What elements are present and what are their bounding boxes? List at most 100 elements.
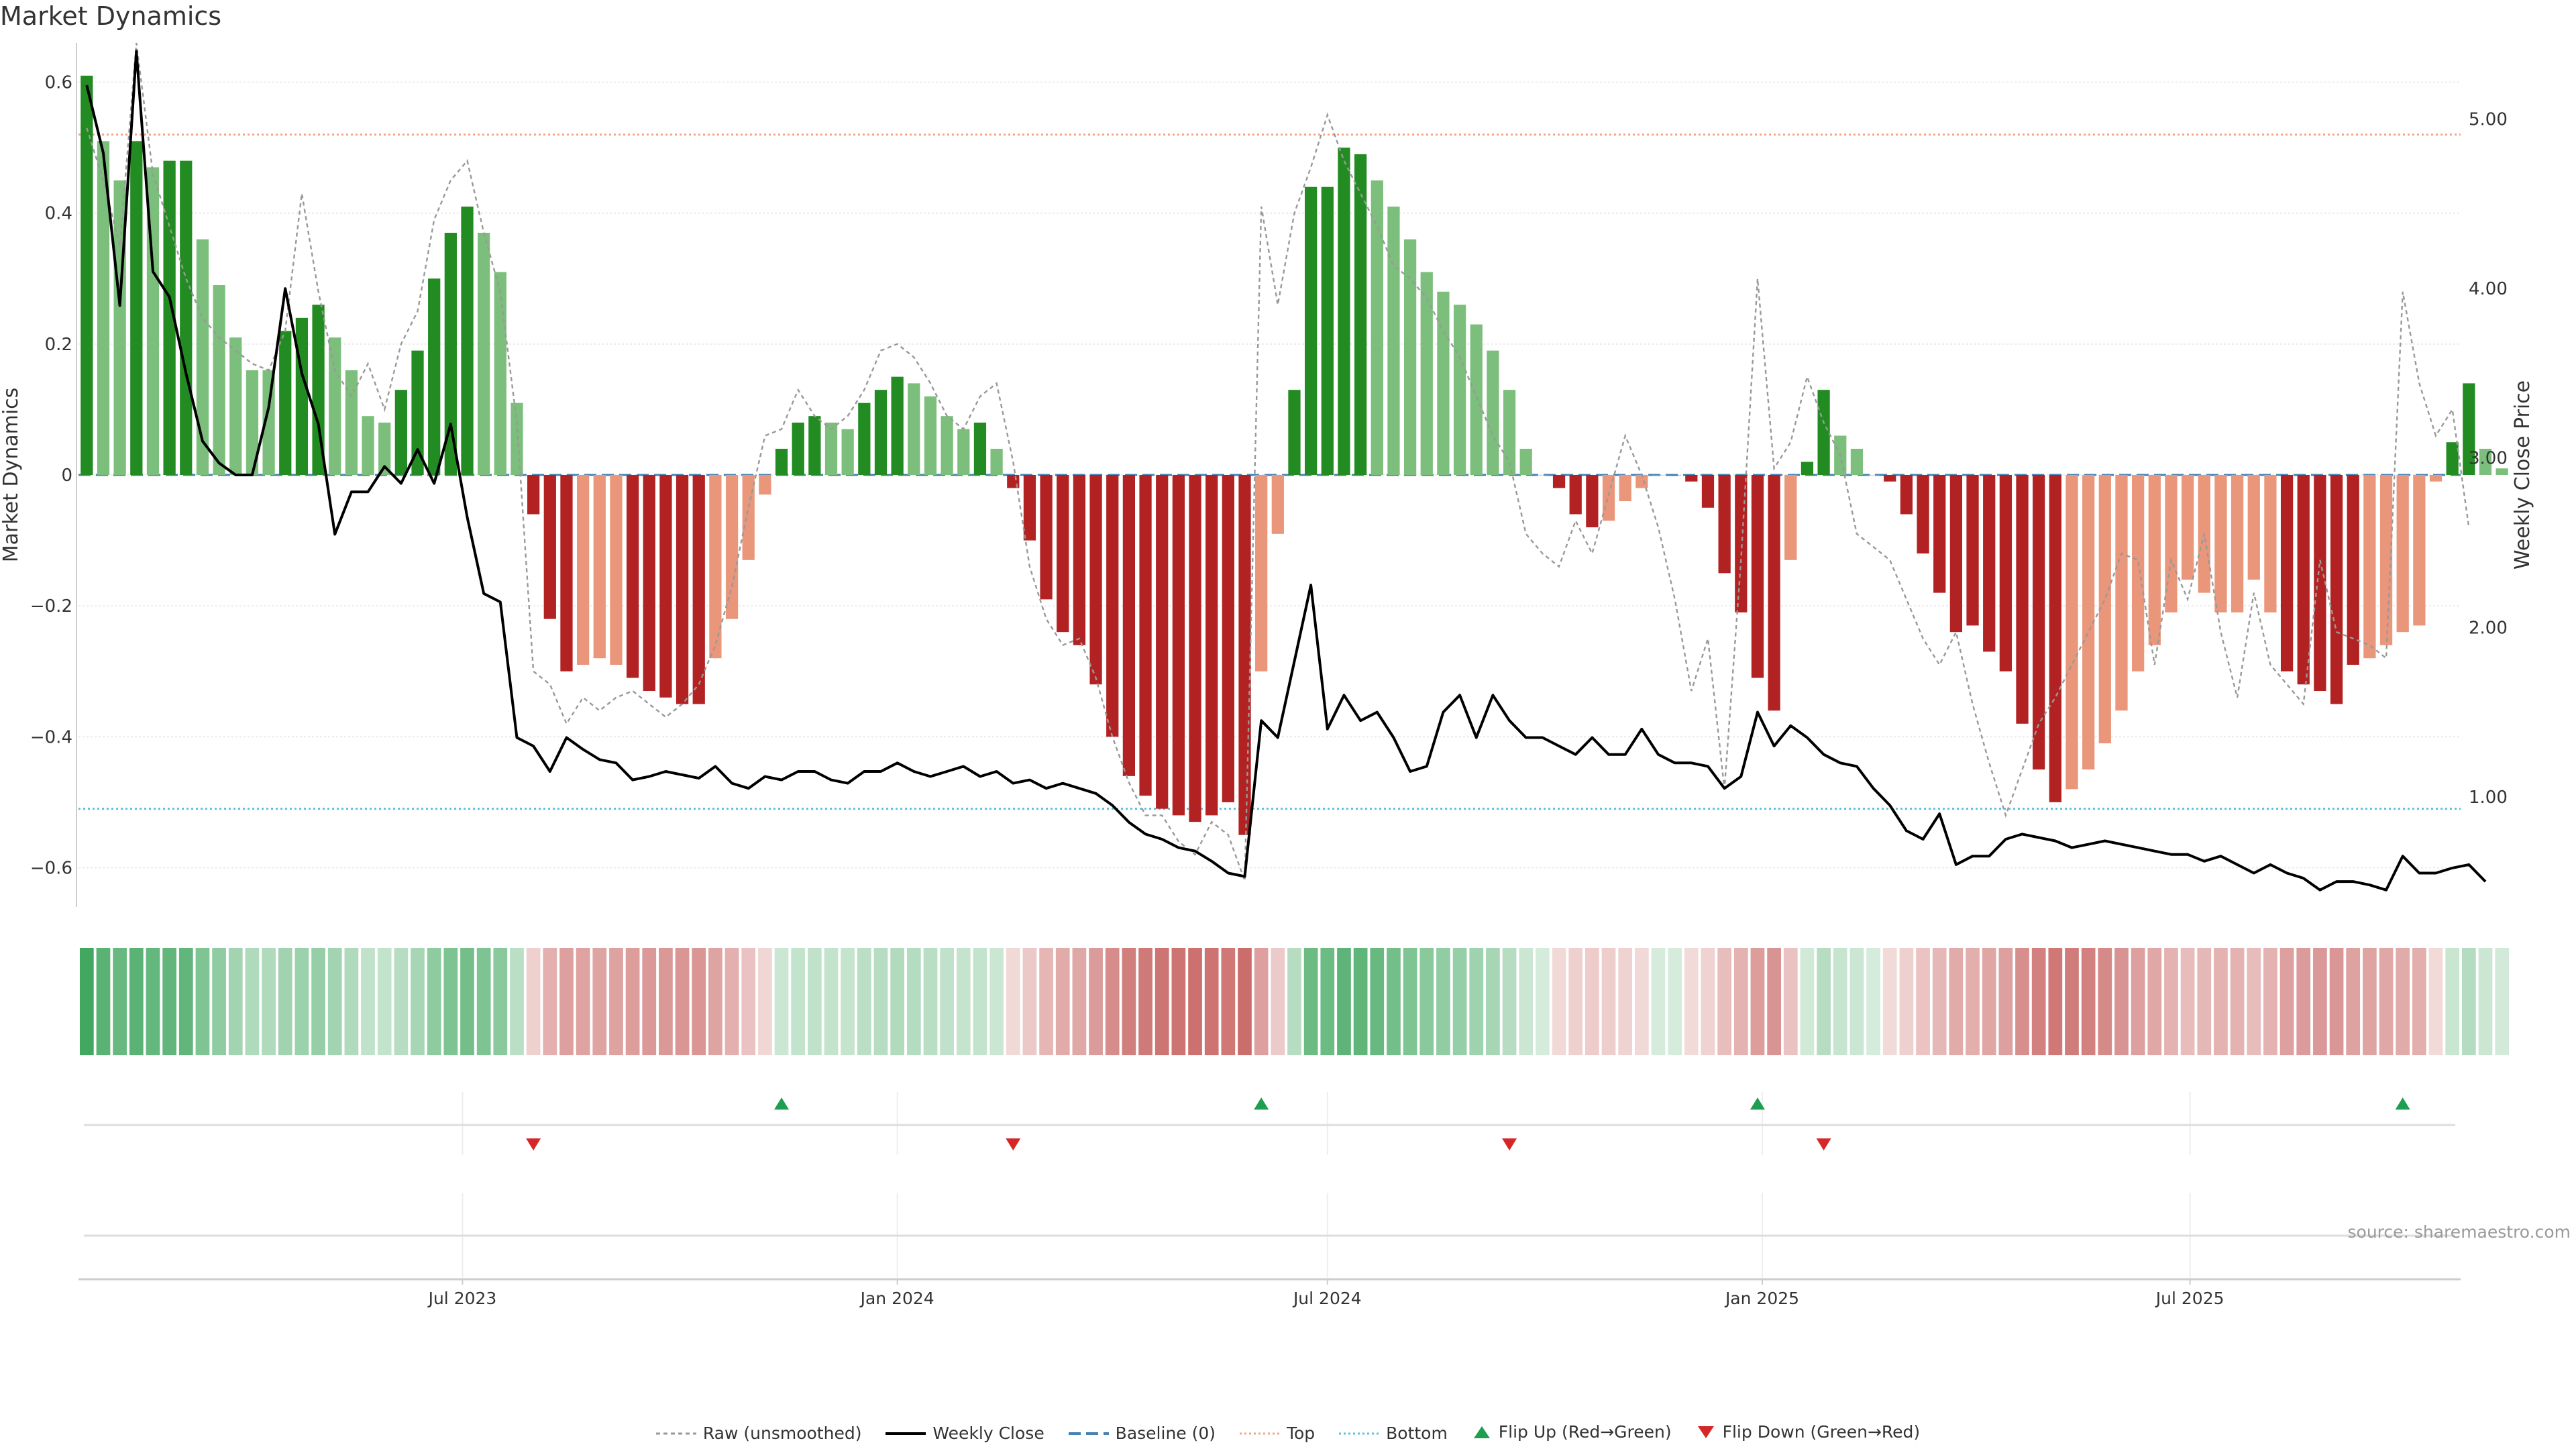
momentum-bar [1801, 462, 1814, 475]
heat-cell [2048, 948, 2063, 1055]
momentum-bar [1238, 475, 1251, 835]
heat-cell [2065, 948, 2079, 1055]
reference-lines [78, 133, 2461, 810]
heat-cell [890, 948, 905, 1055]
heat-cell [973, 948, 987, 1055]
heat-cell [1089, 948, 1103, 1055]
momentum-bar [560, 475, 573, 672]
momentum-bar [610, 475, 623, 665]
heat-cell [2214, 948, 2228, 1055]
momentum-bar [1437, 291, 1450, 475]
heat-cell [2230, 948, 2245, 1055]
y-tick-label: −0.4 [30, 727, 72, 747]
heat-cell [559, 948, 574, 1055]
momentum-bar [1288, 390, 1301, 475]
heat-cell [96, 948, 111, 1055]
heat-cell [841, 948, 855, 1055]
momentum-bar [2231, 475, 2244, 612]
momentum-bar [2247, 475, 2260, 580]
momentum-bar [2396, 475, 2409, 633]
momentum-bar [1983, 475, 1996, 652]
momentum-bar [444, 232, 457, 475]
heat-cell [1171, 948, 1186, 1055]
heat-cell [1370, 948, 1385, 1055]
heat-cell [1833, 948, 1847, 1055]
heat-cell [989, 948, 1004, 1055]
momentum-bar [2148, 475, 2161, 645]
heat-cell [758, 948, 772, 1055]
heat-cell [1585, 948, 1599, 1055]
legend-swatch-bottom [1339, 1432, 1380, 1434]
heat-cell [1519, 948, 1534, 1055]
momentum-bar [576, 475, 590, 665]
heat-cell [327, 948, 342, 1055]
y2-tick-label: 4.00 [2469, 279, 2508, 299]
momentum-bar [1867, 475, 1880, 476]
flip-markers-panel [84, 1092, 2455, 1155]
heat-cell [1502, 948, 1517, 1055]
heat-cell [311, 948, 325, 1055]
momentum-bar [2429, 475, 2443, 482]
heat-cell [212, 948, 226, 1055]
heat-cell [129, 948, 144, 1055]
heat-cell [1750, 948, 1765, 1055]
momentum-bar [841, 429, 854, 475]
heat-cell [1204, 948, 1219, 1055]
momentum-bar [908, 383, 920, 475]
heat-cell [1271, 948, 1285, 1055]
momentum-bar [2214, 475, 2227, 612]
heat-cell [741, 948, 756, 1055]
momentum-bar [2363, 475, 2376, 659]
heat-cell [1783, 948, 1798, 1055]
momentum-bar [1139, 475, 1152, 796]
momentum-bar [1917, 475, 1929, 554]
momentum-bar [1966, 475, 1979, 626]
heat-cell [1998, 948, 2013, 1055]
legend-item-weekly-close: Weekly Close [885, 1424, 1044, 1443]
heat-cell [2428, 948, 2443, 1055]
legend-item-top: Top [1239, 1424, 1315, 1443]
heat-cell [2461, 948, 2476, 1055]
heat-cell [1155, 948, 1169, 1055]
heat-cell [195, 948, 210, 1055]
heat-cell [443, 948, 458, 1055]
momentum-bar [2016, 475, 2029, 724]
momentum-bar [1817, 390, 1830, 475]
heat-cell [245, 948, 260, 1055]
heat-cell [2396, 948, 2410, 1055]
heat-cell [1932, 948, 1947, 1055]
legend-item-flip-up: Flip Up (Red→Green) [1472, 1422, 1672, 1442]
momentum-bar [1420, 272, 1433, 475]
momentum-bar [1172, 475, 1185, 816]
flip-up-marker [1750, 1097, 1765, 1110]
heat-cell [1536, 948, 1550, 1055]
heat-cell [146, 948, 160, 1055]
momentum-bar [759, 475, 771, 495]
legend-label-flip-down: Flip Down (Green→Red) [1722, 1422, 1921, 1442]
regime-heat-strip [79, 948, 2510, 1055]
heat-cell [2147, 948, 2162, 1055]
momentum-bar [1156, 475, 1169, 809]
heat-cell [1188, 948, 1202, 1055]
heat-cell [2164, 948, 2178, 1055]
momentum-bar [180, 160, 193, 476]
heat-cell [1105, 948, 1120, 1055]
momentum-bar [941, 416, 953, 475]
heat-cell [692, 948, 706, 1055]
heat-cell [642, 948, 657, 1055]
momentum-bar [378, 422, 391, 475]
y2-tick-label: 1.00 [2469, 788, 2508, 808]
heat-cell [476, 948, 491, 1055]
momentum-bar [329, 337, 341, 475]
heat-cell [857, 948, 871, 1055]
momentum-bar [1305, 186, 1318, 475]
series-lines [85, 42, 2487, 892]
heat-cell [344, 948, 359, 1055]
momentum-bar [1189, 475, 1201, 822]
heat-cell [1320, 948, 1335, 1055]
momentum-bar [676, 475, 689, 704]
legend-label-weekly-close: Weekly Close [932, 1424, 1044, 1443]
momentum-bar [1255, 475, 1268, 672]
heat-cell [493, 948, 508, 1055]
momentum-bar [2132, 475, 2145, 672]
